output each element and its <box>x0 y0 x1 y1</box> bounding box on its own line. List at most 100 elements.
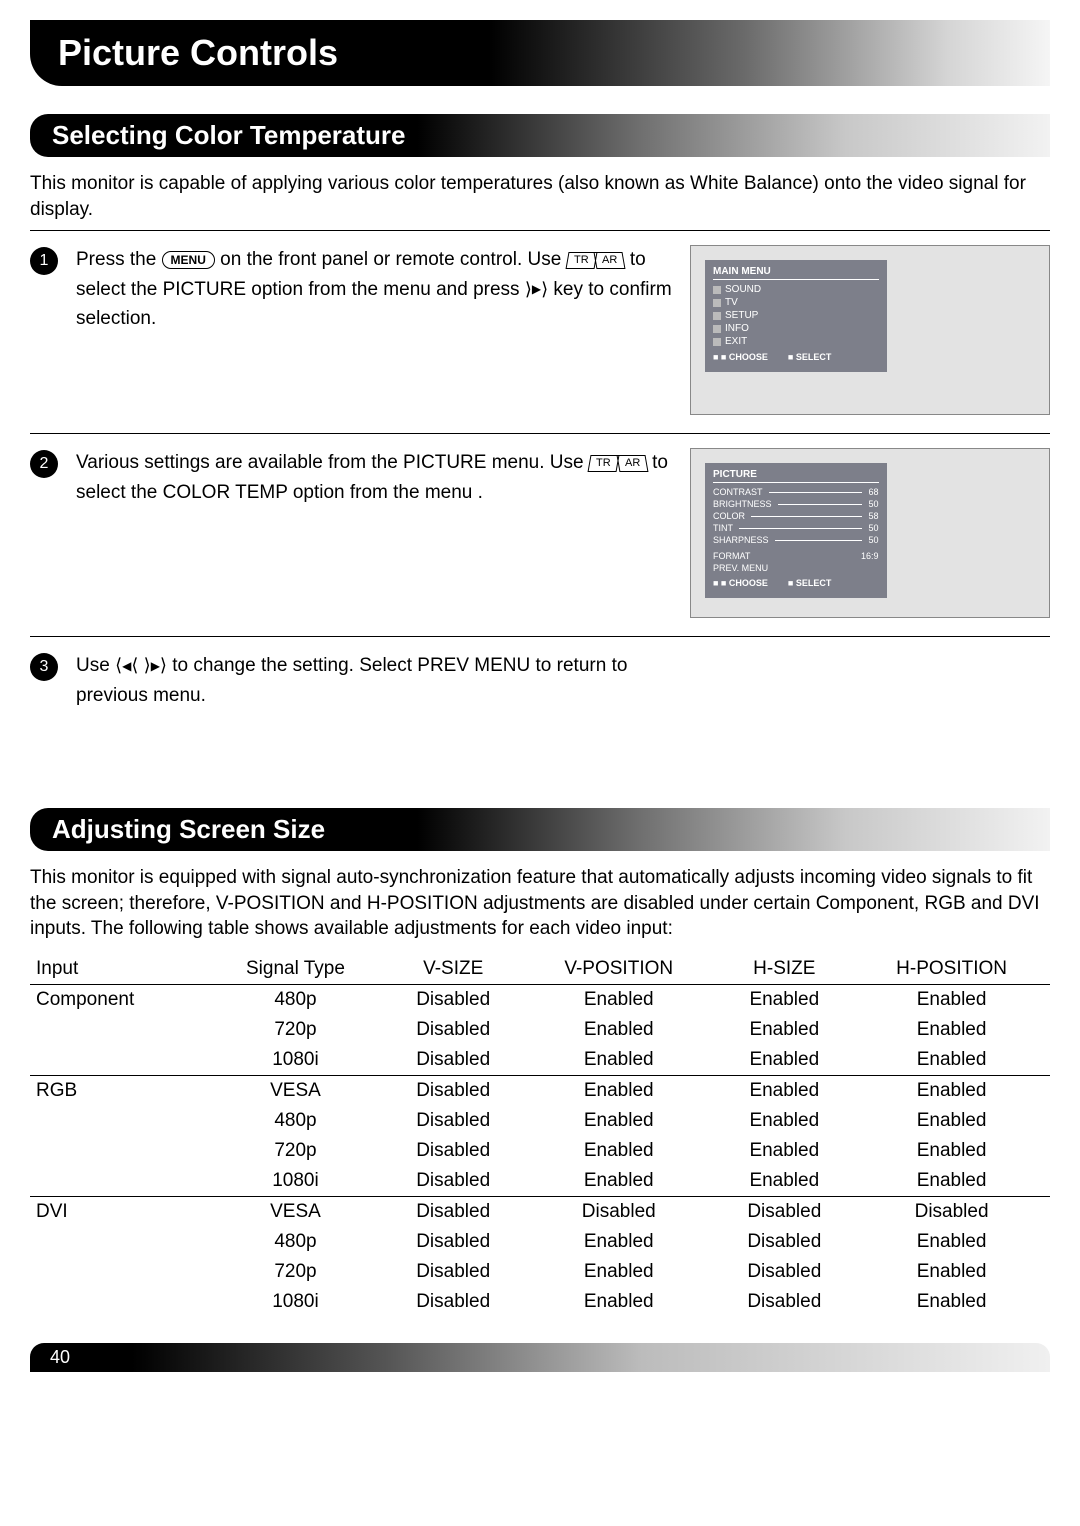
cell-input: Component <box>30 985 207 1016</box>
cell: Disabled <box>384 1076 522 1107</box>
col-hsize: H-SIZE <box>715 954 853 985</box>
osd-footer: ■ ■ CHOOSE ■ SELECT <box>713 578 879 588</box>
cell: Disabled <box>853 1197 1050 1228</box>
col-vsize: V-SIZE <box>384 954 522 985</box>
cell: Enabled <box>853 1076 1050 1107</box>
osd-item: SETUP <box>713 309 879 322</box>
table-row: 720pDisabledEnabledDisabledEnabled <box>30 1257 1050 1287</box>
cell: Enabled <box>853 1045 1050 1076</box>
right-arrow-icon: ⟩▶⟩ <box>525 276 548 304</box>
step-row: 1 Press the MENU on the front panel or r… <box>30 231 1050 434</box>
section1-intro: This monitor is capable of applying vari… <box>30 171 1050 222</box>
cell: Enabled <box>715 985 853 1016</box>
col-hpos: H-POSITION <box>853 954 1050 985</box>
cell: Enabled <box>522 1257 715 1287</box>
step-text: Various settings are available from the … <box>76 448 672 507</box>
osd-slider-row: SHARPNESS50 <box>713 534 879 546</box>
cell: Enabled <box>853 1015 1050 1045</box>
cell: Disabled <box>384 1257 522 1287</box>
table-row: Component480pDisabledEnabledEnabledEnabl… <box>30 985 1050 1016</box>
cell: VESA <box>207 1197 385 1228</box>
table-header-row: Input Signal Type V-SIZE V-POSITION H-SI… <box>30 954 1050 985</box>
cell-input: DVI <box>30 1197 207 1228</box>
osd-footer: ■ ■ CHOOSE ■ SELECT <box>713 352 879 362</box>
text: on the front panel or remote control. Us… <box>220 249 566 270</box>
cell: Disabled <box>384 1136 522 1166</box>
left-arrow-icon: ⟨◀⟨ <box>115 652 138 680</box>
cell: Disabled <box>384 985 522 1016</box>
table-row: 1080iDisabledEnabledDisabledEnabled <box>30 1287 1050 1317</box>
osd-slider-row: COLOR58 <box>713 510 879 522</box>
osd-format-row: FORMAT16:9 <box>713 550 879 562</box>
cell: Disabled <box>715 1197 853 1228</box>
step-number-badge: 1 <box>30 247 58 275</box>
text: Use <box>76 655 115 676</box>
cell: Disabled <box>384 1045 522 1076</box>
left-nav-icon: TR <box>587 455 619 472</box>
table-row: 1080iDisabledEnabledEnabledEnabled <box>30 1045 1050 1076</box>
cell: Enabled <box>522 1106 715 1136</box>
cell: Enabled <box>853 1136 1050 1166</box>
cell: Enabled <box>715 1136 853 1166</box>
cell-input <box>30 1106 207 1136</box>
steps-list: 1 Press the MENU on the front panel or r… <box>30 230 1050 728</box>
cell: 1080i <box>207 1166 385 1197</box>
osd-preview: MAIN MENU SOUND TV SETUP INFO EXIT ■ ■ C… <box>690 245 1050 415</box>
cell: 480p <box>207 985 385 1016</box>
cell: Enabled <box>522 1227 715 1257</box>
table-row: 480pDisabledEnabledEnabledEnabled <box>30 1106 1050 1136</box>
cell: 720p <box>207 1015 385 1045</box>
page-number: 40 <box>30 1343 1050 1372</box>
cell: 480p <box>207 1106 385 1136</box>
step-row: 2 Various settings are available from th… <box>30 434 1050 637</box>
step-number-badge: 3 <box>30 653 58 681</box>
table-row: 480pDisabledEnabledDisabledEnabled <box>30 1227 1050 1257</box>
cell-input <box>30 1287 207 1317</box>
menu-button-icon: MENU <box>162 251 215 269</box>
cell: Enabled <box>853 985 1050 1016</box>
section-heading-screen-size: Adjusting Screen Size <box>30 808 1050 851</box>
cell: Enabled <box>522 1076 715 1107</box>
text: Press the <box>76 249 162 270</box>
osd-item: TV <box>713 296 879 309</box>
cell-input <box>30 1045 207 1076</box>
osd-picture-menu: PICTURE CONTRAST68 BRIGHTNESS50 COLOR58 … <box>690 448 1050 618</box>
cell: Enabled <box>522 1045 715 1076</box>
osd-main-menu: MAIN MENU SOUND TV SETUP INFO EXIT ■ ■ C… <box>690 245 1050 415</box>
cell-input <box>30 1136 207 1166</box>
section2-intro: This monitor is equipped with signal aut… <box>30 865 1050 942</box>
cell: 720p <box>207 1136 385 1166</box>
cell: Disabled <box>384 1197 522 1228</box>
cell-input <box>30 1257 207 1287</box>
cell: Disabled <box>384 1015 522 1045</box>
cell: Enabled <box>715 1166 853 1197</box>
cell: Enabled <box>715 1045 853 1076</box>
right-nav-icon: AR <box>616 455 648 472</box>
col-input: Input <box>30 954 207 985</box>
step-text: Use ⟨◀⟨ ⟩▶⟩ to change the setting. Selec… <box>76 651 672 710</box>
cell: Enabled <box>522 1015 715 1045</box>
table-row: 1080iDisabledEnabledEnabledEnabled <box>30 1166 1050 1197</box>
cell: Enabled <box>853 1106 1050 1136</box>
osd-item: SOUND <box>713 283 879 296</box>
cell: 1080i <box>207 1045 385 1076</box>
cell: Enabled <box>522 985 715 1016</box>
right-arrow-icon: ⟩▶⟩ <box>144 652 167 680</box>
osd-preview: PICTURE CONTRAST68 BRIGHTNESS50 COLOR58 … <box>690 448 1050 618</box>
table-row: 720pDisabledEnabledEnabledEnabled <box>30 1015 1050 1045</box>
cell: Disabled <box>715 1257 853 1287</box>
cell: Enabled <box>853 1166 1050 1197</box>
osd-slider-row: CONTRAST68 <box>713 486 879 498</box>
section-heading-color-temp: Selecting Color Temperature <box>30 114 1050 157</box>
left-nav-icon: TR <box>565 252 597 269</box>
step-row: 3 Use ⟨◀⟨ ⟩▶⟩ to change the setting. Sel… <box>30 637 1050 728</box>
osd-item: INFO <box>713 322 879 335</box>
cell: Enabled <box>853 1287 1050 1317</box>
page-title: Picture Controls <box>30 20 1050 86</box>
cell: 480p <box>207 1227 385 1257</box>
osd-slider-row: BRIGHTNESS50 <box>713 498 879 510</box>
cell: Enabled <box>522 1287 715 1317</box>
cell: Disabled <box>384 1227 522 1257</box>
col-signal: Signal Type <box>207 954 385 985</box>
cell-input <box>30 1227 207 1257</box>
